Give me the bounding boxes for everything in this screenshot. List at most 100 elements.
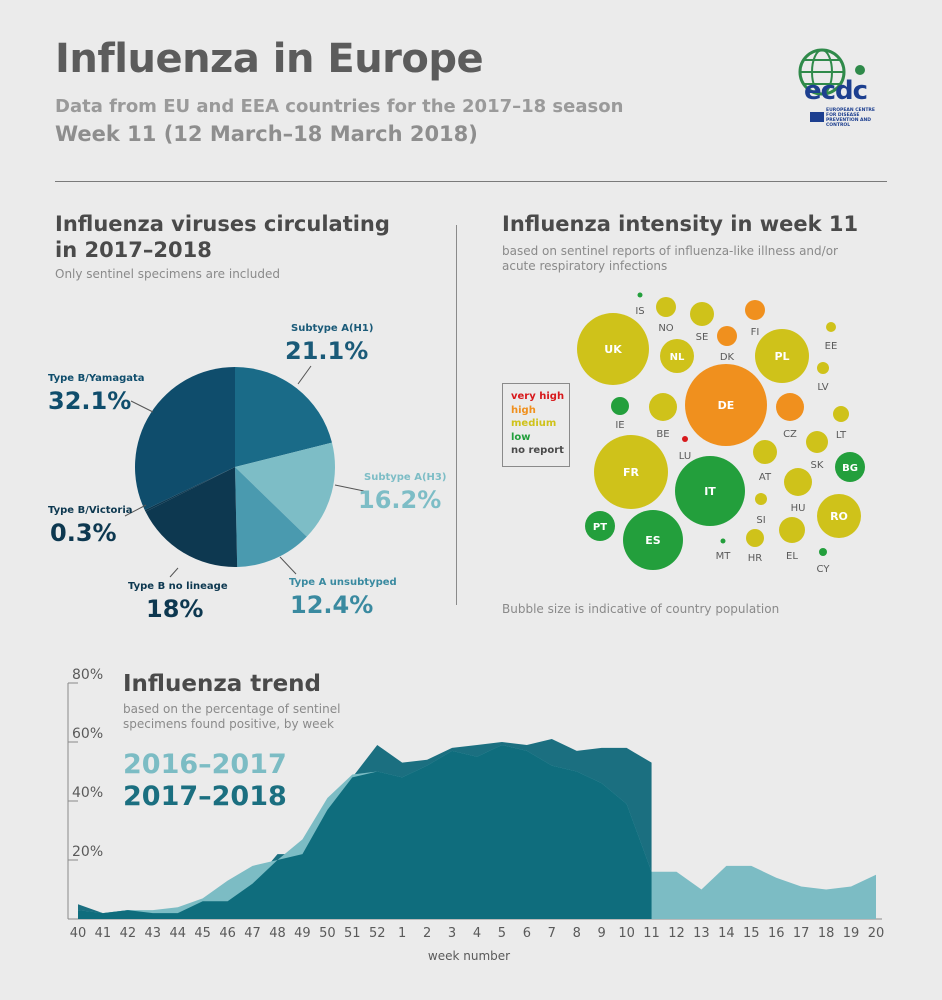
intensity-legend: very high high medium low no report xyxy=(502,383,570,467)
pie-label-victoria: Type B/Victoria xyxy=(48,505,133,516)
bubble-lt xyxy=(833,406,849,422)
bubble-label-is: IS xyxy=(635,306,644,317)
bubble-label-de: DE xyxy=(718,399,735,412)
viruses-heading: Influenza viruses circulating in 2017–20… xyxy=(55,211,390,263)
page-subtitle: Data from EU and EEA countries for the 2… xyxy=(55,96,624,117)
x-tick-label: 13 xyxy=(693,926,710,941)
x-tick-label: 52 xyxy=(369,926,386,941)
bubble-label-uk: UK xyxy=(604,343,622,356)
legend-season-2017: 2017–2018 xyxy=(123,781,287,812)
eu-flag-icon xyxy=(810,112,824,122)
x-tick-label: 15 xyxy=(743,926,760,941)
bubble-uk xyxy=(577,313,649,385)
x-tick-label: 9 xyxy=(598,926,606,941)
bubble-it xyxy=(675,456,745,526)
y-tick-label: 40% xyxy=(72,785,103,801)
bubble-hr xyxy=(746,529,764,547)
x-tick-label: 48 xyxy=(269,926,286,941)
column-divider xyxy=(456,225,457,605)
x-tick-label: 16 xyxy=(768,926,785,941)
pie-value-victoria: 0.3% xyxy=(50,519,117,547)
page-title: Influenza in Europe xyxy=(55,36,484,82)
x-tick-label: 17 xyxy=(793,926,810,941)
pie-slice-a-unsub xyxy=(235,467,307,567)
x-tick-label: 7 xyxy=(548,926,556,941)
pie-value-unsub: 12.4% xyxy=(290,591,374,619)
leader-line-no-lineage xyxy=(169,567,179,578)
bubble-label-no: NO xyxy=(658,323,673,334)
bubble-mt xyxy=(720,538,726,544)
bubble-label-se: SE xyxy=(696,332,709,343)
x-tick-label: 14 xyxy=(718,926,735,941)
x-tick-label: 20 xyxy=(868,926,885,941)
bubble-label-it: IT xyxy=(704,485,716,498)
pie-slice-b-no-lineage xyxy=(145,467,238,567)
x-tick-label: 43 xyxy=(145,926,162,941)
bubble-chart: IS NO SE FI UK NL DK PL EE LV IE BE DE CZ LT LU SK BG FR AT… xyxy=(577,292,865,575)
x-tick-label: 19 xyxy=(843,926,860,941)
leader-line-h1 xyxy=(297,365,312,385)
trend-title: Influenza trend xyxy=(123,671,322,697)
leader-line-h3 xyxy=(334,484,365,492)
bubble-label-ee: EE xyxy=(825,341,838,352)
x-tick-label: 18 xyxy=(818,926,835,941)
intensity-footnote: Bubble size is indicative of country pop… xyxy=(502,602,780,616)
x-tick-label: 46 xyxy=(219,926,236,941)
bubble-cy xyxy=(819,548,827,556)
pie-value-yamagata: 32.1% xyxy=(48,387,132,415)
pie-chart xyxy=(124,365,365,578)
bubble-label-es: ES xyxy=(645,534,661,547)
bubble-fi xyxy=(745,300,765,320)
x-tick-label: 50 xyxy=(319,926,336,941)
trend-note-line2: specimens found positive, by week xyxy=(123,717,334,731)
bubble-se xyxy=(690,302,714,326)
x-tick-label: 4 xyxy=(473,926,481,941)
bubble-fr xyxy=(594,435,668,509)
trend-note: based on the percentage of sentinel spec… xyxy=(123,702,340,732)
bubble-label-nl: NL xyxy=(670,352,685,363)
x-tick-label: 47 xyxy=(244,926,261,941)
logo-text: ecdc xyxy=(804,76,868,106)
bubble-label-at: AT xyxy=(759,472,772,483)
pie-label-unsub: Type A unsubtyped xyxy=(289,577,397,588)
bubble-hu xyxy=(784,468,812,496)
viruses-heading-line2: in 2017–2018 xyxy=(55,238,212,262)
bubble-label-lv: LV xyxy=(817,382,828,393)
x-tick-label: 12 xyxy=(668,926,685,941)
bubble-label-mt: MT xyxy=(716,551,732,562)
x-tick-label: 10 xyxy=(618,926,635,941)
bubble-label-cz: CZ xyxy=(783,429,797,440)
bubble-pl xyxy=(755,329,809,383)
bubble-nl xyxy=(660,339,694,373)
leader-line-victoria xyxy=(124,504,147,517)
pie-label-yamagata: Type B/Yamagata xyxy=(48,373,145,384)
x-tick-label: 6 xyxy=(523,926,531,941)
x-tick-label: 44 xyxy=(169,926,186,941)
ecdc-logo: ecdc EUROPEAN CENTRE FOR DISEASE PREVENT… xyxy=(790,46,890,132)
pie-label-h3: Subtype A(H3) xyxy=(364,472,447,483)
viruses-heading-line1: Influenza viruses circulating xyxy=(55,212,390,236)
bubble-at xyxy=(753,440,777,464)
x-tick-label: 49 xyxy=(294,926,311,941)
bubble-dk xyxy=(717,326,737,346)
pie-label-no-lineage: Type B no lineage xyxy=(128,581,228,592)
viruses-note: Only sentinel specimens are included xyxy=(55,267,280,281)
pie-value-h3: 16.2% xyxy=(358,486,442,514)
legend-season-2016: 2016–2017 xyxy=(123,749,287,780)
legend-high: high xyxy=(511,404,536,416)
trend-chart: 20%40%60%80% 40 41 42 43 44 45 46 47 48 49 50 51 52 1… xyxy=(67,667,885,963)
bubble-label-hr: HR xyxy=(748,553,763,564)
x-tick-label: 42 xyxy=(120,926,137,941)
bubble-label-lu: LU xyxy=(679,451,691,462)
bubble-label-sk: SK xyxy=(811,460,824,471)
bubble-label-ie: IE xyxy=(615,420,624,431)
y-tick-label: 80% xyxy=(72,667,103,683)
bubble-label-si: SI xyxy=(756,515,765,526)
x-tick-label: 1 xyxy=(398,926,406,941)
bubble-lv xyxy=(817,362,829,374)
bubble-label-dk: DK xyxy=(720,352,735,363)
bubble-label-bg: BG xyxy=(842,463,858,474)
legend-very-high: very high xyxy=(511,391,565,402)
pie-label-h1: Subtype A(H1) xyxy=(291,323,374,334)
bubble-ro xyxy=(817,494,861,538)
